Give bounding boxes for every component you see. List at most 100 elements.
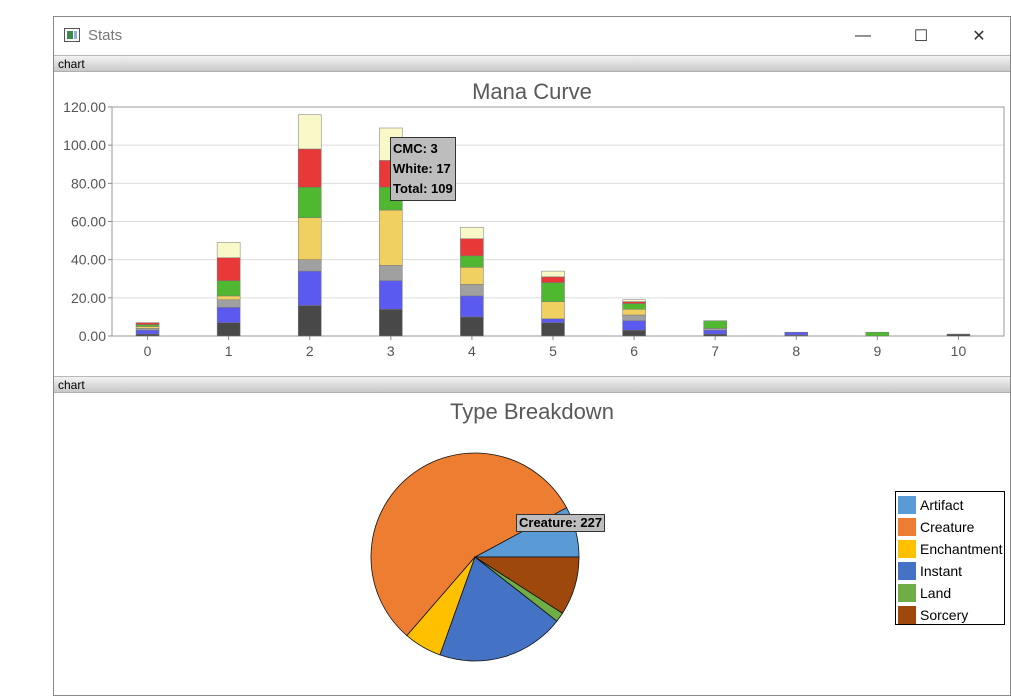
bar-segment[interactable] [541,276,565,283]
pie-slice[interactable] [439,556,558,662]
bar-segment[interactable] [622,309,646,316]
y-tick-label: 80.00 [71,175,106,191]
bar-segment[interactable] [135,326,160,329]
x-tick-label: 1 [225,343,233,359]
legend-label: Artifact [920,497,964,513]
bar-segment[interactable] [460,255,484,268]
legend-swatch [898,562,916,580]
bar-segment[interactable] [216,299,241,308]
close-button[interactable]: ✕ [950,17,1008,55]
legend-swatch [898,540,916,558]
bar-segment[interactable] [703,328,727,331]
bar-segment[interactable] [460,284,484,297]
bar-segment[interactable] [541,301,565,320]
pie-legend: Artifact Creature Enchantment Instant Land So… [895,491,1005,625]
title-bar[interactable]: Stats — ☐ ✕ [54,17,1010,55]
legend-swatch [898,518,916,536]
panel-label: chart [58,57,85,71]
bar-segment[interactable] [460,226,484,239]
chart-title: Type Breakdown [450,399,614,424]
minimize-button[interactable]: — [834,17,892,55]
bar-segment[interactable] [216,322,241,337]
chart-panel-header[interactable]: chart [54,55,1010,72]
bar-segment[interactable] [622,303,646,310]
bar-segment[interactable] [135,330,160,335]
bar-segment[interactable] [865,331,890,337]
bar-segment[interactable] [541,318,565,323]
bar-segment[interactable] [946,333,971,337]
pie-slice[interactable] [473,556,580,614]
x-tick-label: 0 [144,343,152,359]
bar-segment[interactable] [216,295,241,300]
bar-segment[interactable] [297,186,322,218]
bar-segment[interactable] [379,309,403,337]
legend-item: Creature [896,516,1004,538]
y-tick-label: 0.00 [79,328,106,344]
bar-segment[interactable] [784,331,809,336]
bar-segment[interactable] [135,333,160,337]
window-title: Stats [88,27,123,44]
bar-segment[interactable] [379,265,403,281]
legend-label: Instant [920,563,963,579]
bar-segment[interactable] [135,322,160,325]
legend-swatch [898,606,916,624]
bar-segment[interactable] [460,316,484,337]
type-breakdown-chart: Type Breakdown Creature: 227 [54,393,1010,695]
minimize-icon: — [855,27,871,44]
legend-swatch [898,496,916,514]
x-tick-label: 4 [468,343,476,359]
app-icon [64,28,80,42]
bar-segment[interactable] [216,307,241,323]
y-tick-label: 100.00 [63,137,106,153]
stats-window: Stats — ☐ ✕ chart Mana Curve 0.00 20.00 40.… [53,16,1011,696]
bar-segment[interactable] [460,295,484,318]
y-tick-label: 40.00 [71,252,106,268]
maximize-icon: ☐ [913,28,929,45]
bar-segment[interactable] [379,280,403,310]
y-tick-label: 20.00 [71,290,106,306]
bar-segment[interactable] [541,270,565,278]
bar-segment[interactable] [622,299,646,302]
bar-segment[interactable] [297,148,322,188]
x-tick-label: 2 [306,343,314,359]
bar-segment[interactable] [703,330,727,335]
x-tick-label: 7 [711,343,719,359]
x-tick-label: 6 [630,343,638,359]
pie-slice[interactable] [370,452,568,637]
bar-segment[interactable] [622,301,646,304]
bar-segment[interactable] [379,209,403,266]
tooltip-cmc: CMC: 3 [393,141,438,156]
bar-segment[interactable] [297,114,322,150]
bar-segment[interactable] [135,328,160,331]
bar-segment[interactable] [460,238,484,257]
bar-segment[interactable] [622,330,646,337]
legend-item: Land [896,582,1004,604]
panel-label: chart [58,378,85,392]
bar-segment[interactable] [135,324,160,327]
legend-label: Sorcery [920,607,969,623]
bar-segment[interactable] [622,314,646,321]
bar-segment[interactable] [297,305,322,337]
bar-segment[interactable] [541,322,565,337]
legend-item: Instant [896,560,1004,582]
bar-segment[interactable] [216,257,241,281]
bar-segment[interactable] [460,267,484,285]
chart-panel-header[interactable]: chart [54,376,1010,393]
bar-segment[interactable] [297,217,322,260]
bar-segment[interactable] [703,320,727,329]
bar-segment[interactable] [297,270,322,306]
x-tick-label: 10 [951,343,967,359]
bar-segment[interactable] [216,242,241,259]
tooltip-total: Total: 109 [393,181,453,196]
bar-segment[interactable] [622,320,646,331]
bar-segment[interactable] [216,280,241,297]
bar-segment[interactable] [703,333,727,337]
close-icon: ✕ [972,28,986,45]
maximize-button[interactable]: ☐ [892,17,950,55]
mana-curve-svg: Mana Curve 0.00 20.00 40.00 60.00 80.00 100.00… [63,79,1005,359]
bar-segment[interactable] [541,282,565,302]
y-tick-label: 60.00 [71,214,106,230]
bar-segment[interactable] [297,259,322,272]
x-tick-label: 3 [387,343,395,359]
legend-label: Land [920,585,952,601]
